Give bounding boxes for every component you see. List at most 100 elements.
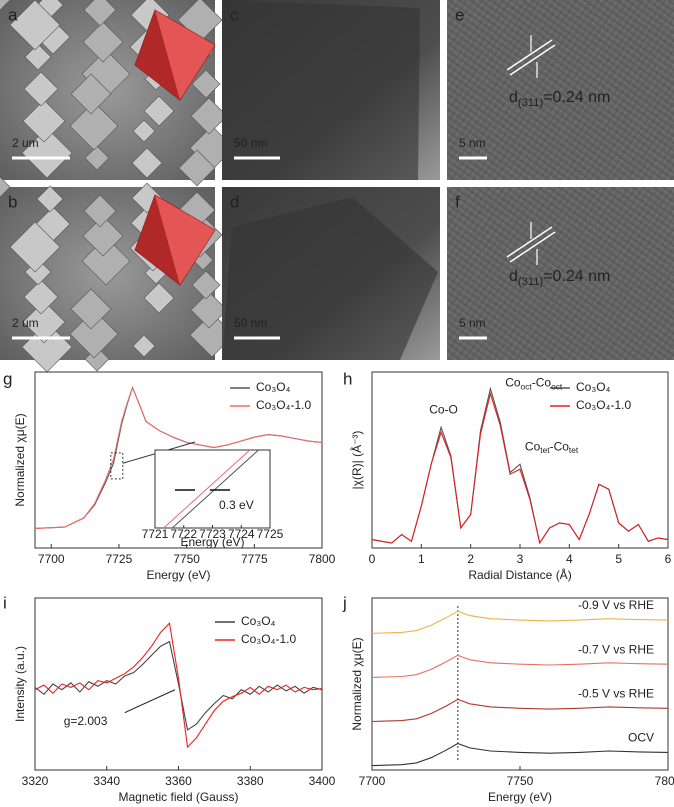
crystal xyxy=(83,0,117,27)
x-tick-label: 7750 xyxy=(507,774,534,788)
annotation: d(311)=0.24 nm xyxy=(509,268,610,288)
crystal xyxy=(24,43,52,71)
x-tick-label: 3 xyxy=(517,552,524,566)
text-part: -Co xyxy=(532,376,552,390)
x-tick-label: 7724 xyxy=(228,527,255,541)
series-line xyxy=(371,698,669,723)
scale-bar-label: 5 nm xyxy=(459,136,486,150)
particle xyxy=(222,197,438,360)
scale-bar-label: 5 nm xyxy=(459,316,486,330)
octahedron-face xyxy=(135,10,180,100)
series-label: -0.7 V vs RHE xyxy=(578,642,654,656)
x-tick-label: 6 xyxy=(665,552,672,566)
panel-label: a xyxy=(8,5,18,24)
panel-label: i xyxy=(3,593,7,612)
octahedron-face xyxy=(135,195,180,285)
crystal xyxy=(82,21,124,63)
series-line xyxy=(34,640,323,731)
legend-label: Co₃O₄ xyxy=(256,380,291,394)
crystal xyxy=(70,288,112,330)
crystal xyxy=(0,176,11,198)
annotation: Cotet-Cotet xyxy=(525,440,579,456)
crystal xyxy=(21,127,73,179)
panel-label: d xyxy=(230,192,239,211)
x-tick-label: 7700 xyxy=(359,774,386,788)
series-line xyxy=(171,449,259,529)
legend-label: Co₃O₄-1.0 xyxy=(256,398,311,412)
crystal xyxy=(81,236,131,286)
text-part: =0.24 nm xyxy=(543,89,610,106)
crystal xyxy=(131,147,163,179)
crystal xyxy=(0,0,11,11)
x-tick-label: 7725 xyxy=(106,552,133,566)
series-label: -0.5 V vs RHE xyxy=(578,686,654,700)
legend-label: Co₃O₄-1.0 xyxy=(241,632,296,646)
x-tick-label: 7750 xyxy=(173,552,200,566)
x-tick-label: 3400 xyxy=(309,774,336,788)
annotation: Cooct-Cooct xyxy=(505,376,563,392)
crystal xyxy=(22,300,66,344)
x-tick-label: 7800 xyxy=(309,552,336,566)
legend-label: Co₃O₄-1.0 xyxy=(576,398,631,412)
series-line xyxy=(371,391,669,545)
scale-bar-label: 2 um xyxy=(12,136,39,150)
legend-label: Co₃O₄ xyxy=(241,614,276,628)
subscript: (311) xyxy=(518,276,544,288)
crystal xyxy=(23,71,59,107)
text-part: Co-O xyxy=(429,403,458,417)
crystal xyxy=(190,291,228,329)
scale-bar-label: 50 nm xyxy=(234,136,267,150)
crystal xyxy=(178,149,216,187)
series-line xyxy=(34,622,323,749)
x-tick-label: 3380 xyxy=(237,774,264,788)
subscript: oct xyxy=(521,382,533,392)
subscript: tet xyxy=(540,445,550,455)
text-part: Co xyxy=(505,376,521,390)
panel-label: g xyxy=(3,369,12,388)
x-axis-label: Energy (eV) xyxy=(146,568,210,582)
x-tick-label: 7723 xyxy=(199,527,226,541)
series-label: -0.9 V vs RHE xyxy=(578,598,654,612)
x-tick-label: 7725 xyxy=(257,527,284,541)
crystal xyxy=(9,0,61,51)
crystal xyxy=(190,97,228,135)
x-tick-label: 7700 xyxy=(38,552,65,566)
scale-bar-label: 50 nm xyxy=(234,316,267,330)
y-axis-label: Normalized χμ(E) xyxy=(13,413,27,506)
crystal xyxy=(22,99,66,143)
text-part: =0.24 nm xyxy=(543,268,610,285)
arrow xyxy=(124,689,176,714)
x-tick-label: 3340 xyxy=(93,774,120,788)
x-tick-label: 3320 xyxy=(22,774,49,788)
panel-label: c xyxy=(230,5,239,24)
panel-label: e xyxy=(455,5,464,24)
series-line xyxy=(371,742,669,767)
crystal xyxy=(82,215,124,257)
x-tick-label: 7721 xyxy=(142,527,169,541)
marker-line xyxy=(506,226,553,258)
crystal xyxy=(70,73,112,115)
series-line xyxy=(34,386,323,529)
crystal xyxy=(191,69,221,99)
marker-line xyxy=(506,39,553,71)
crystal xyxy=(84,145,110,171)
legend-label: Co₃O₄ xyxy=(576,380,611,394)
series-line xyxy=(371,654,669,678)
octahedron-face xyxy=(155,195,215,285)
x-tick-label: 3360 xyxy=(165,774,192,788)
text-part: -Co xyxy=(550,440,570,454)
x-tick-label: 4 xyxy=(566,552,573,566)
x-tick-label: 7775 xyxy=(241,552,268,566)
annotation: d(311)=0.24 nm xyxy=(509,89,610,109)
crystal xyxy=(83,194,117,228)
panel-label: j xyxy=(342,593,347,612)
crystal xyxy=(23,279,59,315)
text-part: d xyxy=(509,89,518,106)
subscript: (311) xyxy=(518,97,544,109)
panel-label: h xyxy=(343,369,352,388)
text-part: g=2.003 xyxy=(64,714,108,728)
crystal xyxy=(143,95,175,127)
scale-bar-label: 2 um xyxy=(12,316,39,330)
